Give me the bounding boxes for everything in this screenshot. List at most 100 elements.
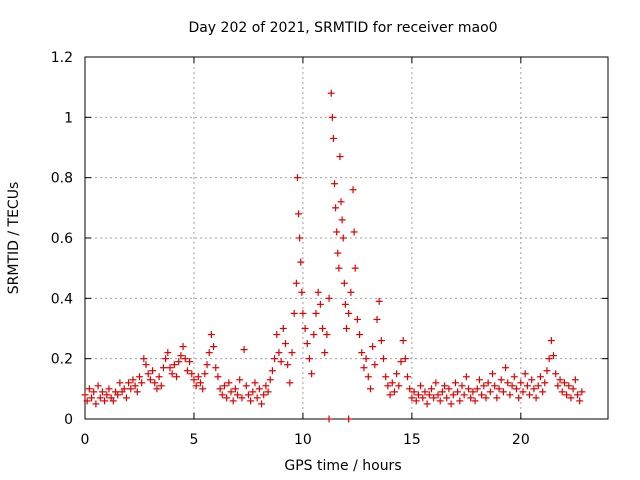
data-point bbox=[390, 388, 398, 396]
chart-title: Day 202 of 2021, SRMTID for receiver mao… bbox=[188, 20, 497, 36]
x-tick-label: 10 bbox=[294, 432, 312, 448]
grid bbox=[85, 57, 608, 419]
data-point bbox=[303, 340, 311, 348]
data-point bbox=[96, 394, 104, 402]
data-point bbox=[462, 373, 470, 381]
data-point bbox=[325, 415, 333, 423]
data-point bbox=[571, 376, 579, 384]
data-point bbox=[201, 370, 209, 378]
data-point bbox=[170, 361, 178, 369]
data-point bbox=[312, 309, 320, 317]
data-point bbox=[382, 373, 390, 381]
y-tick-label: 1 bbox=[64, 110, 73, 126]
data-point bbox=[565, 382, 573, 390]
data-point bbox=[292, 279, 300, 287]
data-point bbox=[458, 382, 466, 390]
data-point bbox=[339, 234, 347, 242]
data-point bbox=[192, 382, 200, 390]
data-point bbox=[345, 415, 353, 423]
data-point bbox=[168, 370, 176, 378]
data-point bbox=[447, 400, 455, 408]
data-point bbox=[567, 394, 575, 402]
data-point bbox=[327, 89, 335, 97]
data-point bbox=[393, 370, 401, 378]
data-point bbox=[105, 385, 113, 393]
data-point bbox=[301, 325, 309, 332]
data-point bbox=[166, 364, 174, 372]
data-point bbox=[414, 391, 422, 399]
data-point bbox=[434, 391, 442, 399]
data-point bbox=[264, 388, 272, 396]
data-point bbox=[288, 349, 296, 357]
data-point bbox=[499, 388, 507, 396]
data-point bbox=[162, 355, 170, 363]
data-point bbox=[395, 382, 403, 390]
data-point bbox=[295, 210, 303, 218]
data-point bbox=[475, 376, 483, 384]
data-point bbox=[325, 294, 333, 302]
x-tick-label: 5 bbox=[189, 432, 198, 448]
data-point bbox=[199, 385, 207, 393]
data-point bbox=[541, 379, 549, 387]
data-point bbox=[218, 391, 226, 399]
data-point bbox=[216, 385, 224, 393]
data-point bbox=[356, 331, 364, 339]
data-point bbox=[443, 394, 451, 402]
data-point bbox=[279, 325, 287, 332]
data-point bbox=[419, 394, 427, 402]
data-point bbox=[244, 391, 252, 399]
data-point bbox=[436, 397, 444, 405]
data-point bbox=[504, 379, 512, 387]
data-point bbox=[155, 373, 163, 381]
data-point bbox=[212, 364, 220, 372]
data-point bbox=[528, 376, 536, 384]
y-tick-label: 1.2 bbox=[51, 50, 73, 66]
data-point bbox=[493, 394, 501, 402]
data-point bbox=[281, 340, 289, 348]
x-tick-label: 20 bbox=[512, 432, 530, 448]
data-point bbox=[375, 297, 383, 305]
data-point bbox=[293, 174, 301, 182]
data-point bbox=[526, 391, 534, 399]
y-tick-label: 0.2 bbox=[51, 352, 73, 368]
data-point bbox=[399, 337, 407, 345]
data-point bbox=[489, 370, 497, 378]
data-point bbox=[471, 397, 479, 405]
data-point bbox=[188, 370, 196, 378]
data-point bbox=[153, 385, 161, 393]
data-point bbox=[543, 367, 551, 375]
data-point bbox=[397, 358, 405, 366]
data-point bbox=[251, 379, 259, 387]
data-point bbox=[94, 382, 102, 390]
axis-ticks: 0 0.2 0.4 0.6 0.8 1 1.2 0 5 10 15 20 bbox=[51, 50, 608, 448]
data-point bbox=[135, 373, 143, 381]
data-point bbox=[401, 355, 409, 363]
data-point bbox=[473, 385, 481, 393]
data-point bbox=[149, 367, 157, 375]
y-axis-label: SRMTID / TECUs bbox=[6, 182, 22, 295]
data-point bbox=[552, 370, 560, 378]
data-point bbox=[220, 382, 228, 390]
data-point bbox=[560, 379, 568, 387]
y-tick-label: 0.4 bbox=[51, 291, 73, 307]
data-point bbox=[343, 325, 350, 332]
data-point bbox=[331, 180, 339, 188]
data-point bbox=[319, 325, 327, 332]
data-point bbox=[532, 394, 540, 402]
data-point bbox=[299, 309, 307, 317]
data-point bbox=[173, 373, 181, 381]
data-point bbox=[157, 382, 165, 390]
data-point bbox=[231, 385, 239, 393]
data-point bbox=[236, 376, 244, 384]
data-point bbox=[181, 355, 189, 363]
data-point bbox=[558, 388, 566, 396]
data-point bbox=[122, 394, 130, 402]
data-point bbox=[350, 228, 358, 236]
data-point bbox=[347, 288, 355, 296]
data-point bbox=[194, 373, 202, 381]
data-point bbox=[404, 373, 412, 381]
data-point bbox=[227, 388, 235, 396]
data-point bbox=[345, 309, 353, 317]
data-point bbox=[260, 391, 268, 399]
data-point bbox=[351, 264, 359, 272]
